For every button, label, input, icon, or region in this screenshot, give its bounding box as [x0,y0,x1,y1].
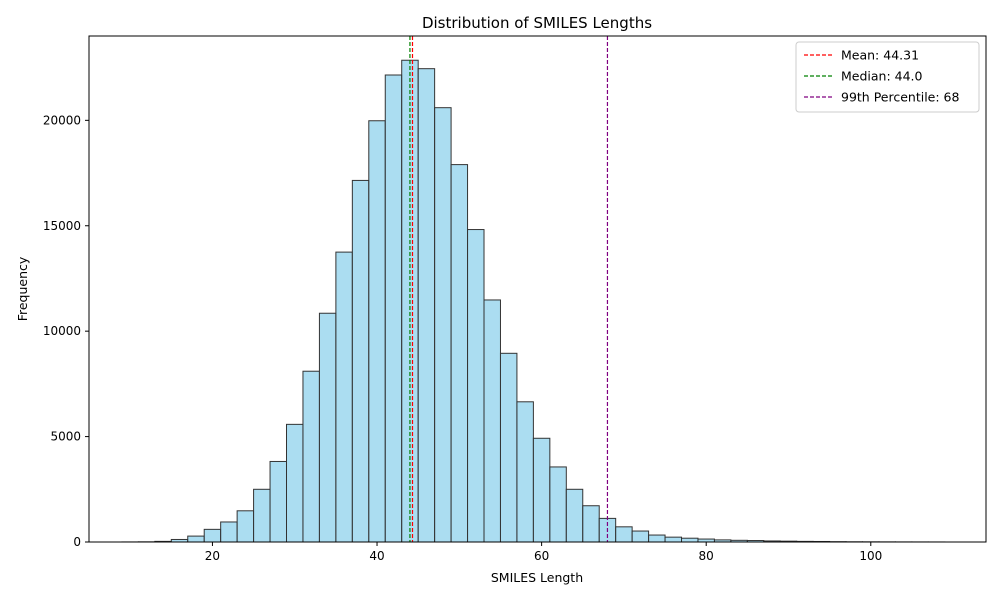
x-tick-label-0: 20 [205,549,220,563]
histogram-bar-7 [236,510,255,543]
legend-label-0: Mean: 44.31 [841,48,919,63]
histogram-bar-16 [384,74,403,543]
legend-label-2: 99th Percentile: 68 [841,90,960,105]
chart-title: Distribution of SMILES Lengths [422,14,652,32]
histogram-bar-8 [253,488,271,543]
histogram-bar-27 [565,488,584,543]
histogram-bar-20 [450,164,469,543]
histogram-bar-33 [664,536,683,543]
histogram-bar-19 [434,107,452,543]
y-axis-label: Frequency [15,256,30,321]
y-tick-label-1: 5000 [50,430,81,444]
bars-group [121,59,946,543]
histogram-bar-15 [368,120,386,543]
x-tick-label-4: 100 [859,549,882,563]
y-tick-label-4: 20000 [43,113,81,127]
histogram-bar-31 [631,530,650,543]
histogram-bar-25 [532,437,551,543]
histogram-bar-24 [516,401,534,543]
histogram-bar-6 [220,521,238,543]
x-tick-label-1: 40 [369,549,384,563]
histogram-bar-30 [615,526,633,543]
histogram-bar-26 [549,466,567,543]
histogram-bar-23 [499,352,518,543]
legend-label-1: Median: 44.0 [841,69,923,84]
histogram-bar-10 [286,423,304,543]
histogram-bar-13 [335,251,353,543]
histogram-bar-34 [681,537,699,543]
y-tick-label-2: 10000 [43,324,81,338]
histogram-bar-12 [318,312,337,543]
x-axis-ticks: 20 40 60 80 100 [205,542,882,563]
histogram-bar-11 [302,370,320,543]
histogram-bar-4 [187,535,205,543]
histogram-bar-9 [269,460,288,543]
y-tick-label-0: 0 [73,535,81,549]
histogram-bar-18 [417,68,436,543]
x-tick-label-2: 60 [534,549,549,563]
y-tick-label-3: 15000 [43,219,81,233]
x-tick-label-3: 80 [699,549,714,563]
histogram-bar-5 [203,528,222,543]
plot-frame [88,35,987,543]
histogram-bar-21 [467,229,485,543]
y-axis-ticks: 0 5000 10000 15000 20000 [43,113,89,549]
reference-lines-group [409,36,609,542]
legend-frame [795,41,980,113]
legend: Mean: 44.31 Median: 44.0 99th Percentile: … [795,41,980,113]
histogram-bar-22 [483,299,501,543]
histogram-bar-28 [582,505,600,543]
histogram-bar-14 [351,179,370,543]
histogram-bar-32 [648,534,666,543]
x-axis-label: SMILES Length [491,570,583,585]
